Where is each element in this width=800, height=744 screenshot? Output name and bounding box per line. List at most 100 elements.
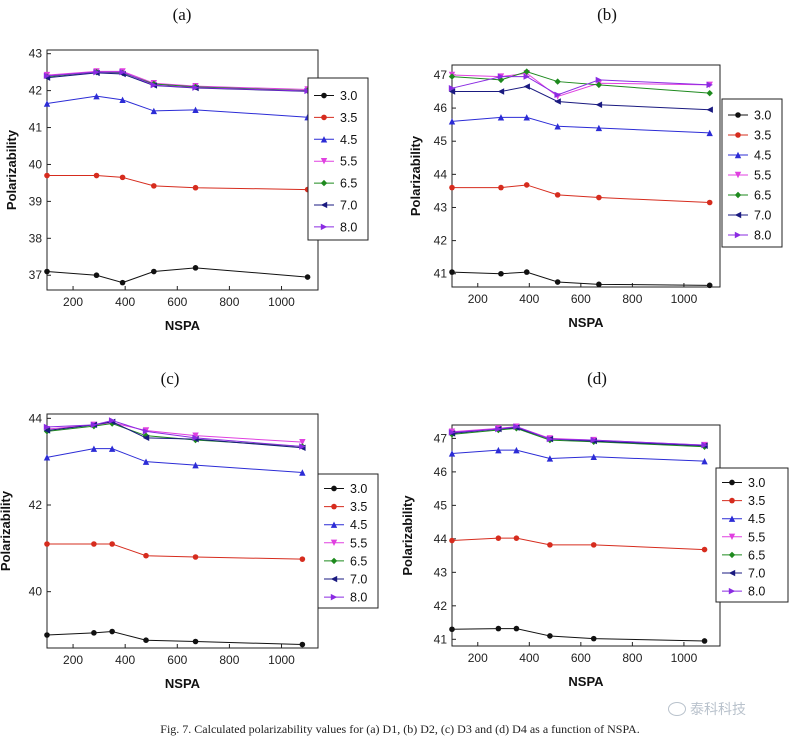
data-point — [192, 554, 199, 560]
series-line — [46, 421, 303, 449]
legend-label: 7.0 — [340, 198, 357, 212]
data-point — [701, 546, 708, 553]
data-point — [706, 129, 713, 137]
y-tick-label: 43 — [29, 47, 43, 61]
legend-marker — [330, 521, 338, 528]
data-point — [497, 73, 505, 80]
figure-caption: Fig. 7. Calculated polarizability values… — [160, 722, 640, 736]
y-tick-label: 42 — [434, 599, 448, 613]
data-point — [109, 541, 115, 547]
legend-marker — [330, 575, 338, 583]
x-tick-label: 400 — [115, 653, 135, 667]
data-point — [546, 435, 554, 443]
series-line — [451, 72, 710, 98]
data-point — [43, 427, 51, 434]
legend-marker — [729, 479, 735, 486]
data-point — [596, 281, 602, 288]
legend-box — [317, 473, 379, 609]
data-point — [43, 100, 51, 107]
data-point — [192, 434, 199, 442]
data-point — [119, 174, 126, 181]
panel-label: (a) — [173, 5, 192, 24]
legend-label: 3.5 — [754, 129, 771, 143]
x-axis-title: NSPA — [568, 315, 604, 330]
legend-label: 8.0 — [754, 229, 771, 243]
series-line — [46, 95, 308, 118]
series-line — [46, 419, 303, 447]
data-point — [497, 88, 505, 95]
y-tick-label: 44 — [434, 167, 448, 181]
series-line — [451, 116, 710, 134]
legend-marker — [734, 171, 742, 179]
data-point — [498, 184, 504, 191]
y-axis-title: Polarizability — [4, 129, 19, 210]
series-5-5 — [448, 70, 713, 100]
data-point — [143, 552, 149, 559]
data-point — [554, 98, 561, 105]
series-line — [452, 86, 710, 111]
data-point — [495, 535, 502, 541]
data-point — [109, 628, 115, 635]
series-4-5 — [448, 446, 708, 465]
x-tick-label: 800 — [622, 292, 642, 306]
data-point — [590, 436, 597, 444]
data-point — [192, 84, 199, 91]
y-tick-label: 39 — [29, 194, 43, 208]
y-tick-label: 47 — [434, 68, 448, 82]
series-line — [46, 71, 308, 92]
x-tick-label: 600 — [571, 651, 591, 665]
x-tick-label: 800 — [219, 653, 239, 667]
y-tick-label: 41 — [434, 632, 448, 646]
y-tick-label: 40 — [29, 585, 43, 599]
data-point — [151, 183, 157, 189]
legend-box — [721, 98, 783, 248]
y-tick-label: 44 — [434, 532, 448, 546]
y-tick-label: 37 — [29, 268, 43, 282]
x-tick-label: 600 — [167, 295, 187, 309]
legend-label: 3.0 — [748, 476, 765, 490]
chart-panel-3: (c) 200 400 600 800 1000 40 42 44 NSPA Polarizabil… — [0, 369, 379, 691]
y-tick-label: 42 — [29, 498, 43, 512]
data-point — [448, 450, 456, 457]
data-point — [590, 542, 597, 548]
legend-label: 4.5 — [340, 133, 357, 147]
data-point — [119, 96, 126, 104]
data-point — [554, 123, 561, 130]
x-axis-title: NSPA — [165, 318, 201, 333]
data-point — [595, 76, 603, 84]
data-point — [554, 91, 561, 99]
data-point — [590, 453, 597, 461]
y-tick-label: 47 — [434, 431, 448, 445]
legend: 3.0 3.5 4.5 5.5 6.5 7.0 8.0 — [307, 77, 369, 241]
data-point — [595, 81, 603, 89]
data-point — [142, 434, 150, 442]
legend-marker — [728, 515, 736, 522]
series-8-0 — [43, 68, 311, 95]
legend-marker — [320, 223, 328, 231]
x-axis-title: NSPA — [165, 676, 201, 691]
x-tick-label: 200 — [63, 295, 83, 309]
data-point — [595, 101, 603, 108]
series-line — [46, 631, 303, 646]
chart-panel-4: (d) 200 400 600 800 1000 41 42 43 44 45 46 47 NSPA Pol… — [400, 369, 789, 689]
series-line — [451, 628, 705, 642]
legend-label: 6.5 — [754, 189, 771, 203]
data-point — [304, 274, 311, 280]
x-tick-label: 800 — [622, 651, 642, 665]
y-tick-label: 42 — [434, 234, 448, 248]
legend: 3.0 3.5 4.5 5.5 6.5 7.0 8.0 — [715, 467, 789, 603]
x-tick-label: 200 — [468, 651, 488, 665]
y-tick-label: 46 — [434, 101, 448, 115]
data-point — [142, 458, 150, 465]
data-point — [143, 637, 149, 643]
series-8-0 — [43, 417, 306, 450]
series-4-5 — [448, 114, 713, 137]
legend-marker — [320, 136, 328, 143]
legend-label: 3.5 — [350, 500, 367, 514]
data-point — [299, 556, 306, 562]
y-tick-label: 42 — [29, 84, 43, 98]
legend-label: 5.5 — [350, 536, 367, 550]
data-point — [43, 72, 51, 80]
data-point — [706, 81, 713, 89]
y-tick-label: 45 — [434, 498, 448, 512]
